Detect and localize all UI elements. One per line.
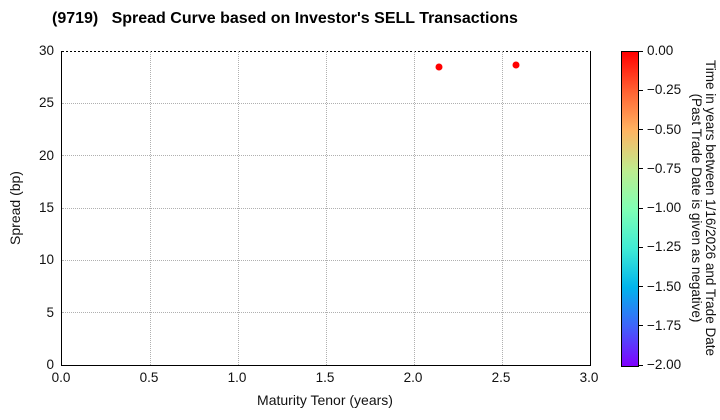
- x-tick-label: 1.5: [315, 370, 335, 385]
- colorbar-tick: [639, 168, 643, 170]
- x-tick-label: 1.0: [227, 370, 247, 385]
- gridline-horizontal: [62, 312, 590, 314]
- x-tick-label: 2.0: [403, 370, 423, 385]
- x-tick-label: 0.0: [51, 370, 71, 385]
- colorbar-tick: [639, 325, 643, 327]
- colorbar-tick: [639, 50, 643, 52]
- y-axis-label: Spread (bp): [7, 171, 23, 245]
- colorbar-tick-label: 0.00: [647, 43, 674, 58]
- plot-area: [61, 51, 591, 366]
- colorbar-tick: [639, 286, 643, 287]
- gridline-horizontal: [62, 259, 590, 261]
- colorbar-tick-label: −0.50: [647, 121, 682, 137]
- y-tick-label: 0: [46, 357, 54, 372]
- x-tick-label: 2.5: [491, 370, 511, 385]
- colorbar-label: Time in years between 1/16/2026 and Trad…: [689, 60, 718, 356]
- y-tick-label: 10: [38, 252, 54, 268]
- data-point: [512, 61, 520, 69]
- colorbar-tick: [639, 89, 643, 91]
- colorbar-tick: [639, 129, 643, 130]
- colorbar-tick-label: −1.25: [647, 239, 682, 255]
- colorbar-tick-label: −1.00: [647, 200, 682, 215]
- data-point: [435, 63, 443, 71]
- colorbar-tick-label: −0.25: [647, 82, 682, 98]
- y-tick-label: 15: [38, 200, 54, 215]
- colorbar-label-line2: (Past Trade Date is given as negative): [689, 93, 704, 323]
- y-tick-label: 25: [38, 95, 54, 111]
- colorbar-tick: [639, 246, 643, 248]
- x-axis-label: Maturity Tenor (years): [257, 392, 393, 408]
- colorbar-tick-label: −1.75: [647, 317, 682, 333]
- colorbar-tick-label: −2.00: [647, 357, 682, 372]
- y-tick-label: 5: [46, 304, 54, 320]
- colorbar-tick: [639, 364, 643, 366]
- colorbar-tick: [639, 207, 643, 209]
- colorbar-tick-label: −0.75: [647, 160, 682, 176]
- y-tick-label: 20: [38, 147, 54, 163]
- x-tick-label: 0.5: [139, 370, 159, 385]
- y-tick-label: 30: [38, 43, 54, 58]
- colorbar: [621, 51, 639, 367]
- gridline-horizontal: [62, 207, 590, 209]
- colorbar-tick-label: −1.50: [647, 278, 682, 294]
- gridline-horizontal: [62, 102, 590, 104]
- gridline-horizontal: [62, 155, 590, 157]
- x-tick-label: 3.0: [579, 370, 599, 385]
- chart-title: (9719) Spread Curve based on Investor's …: [52, 10, 518, 27]
- colorbar-label-line1: Time in years between 1/16/2026 and Trad…: [703, 60, 718, 356]
